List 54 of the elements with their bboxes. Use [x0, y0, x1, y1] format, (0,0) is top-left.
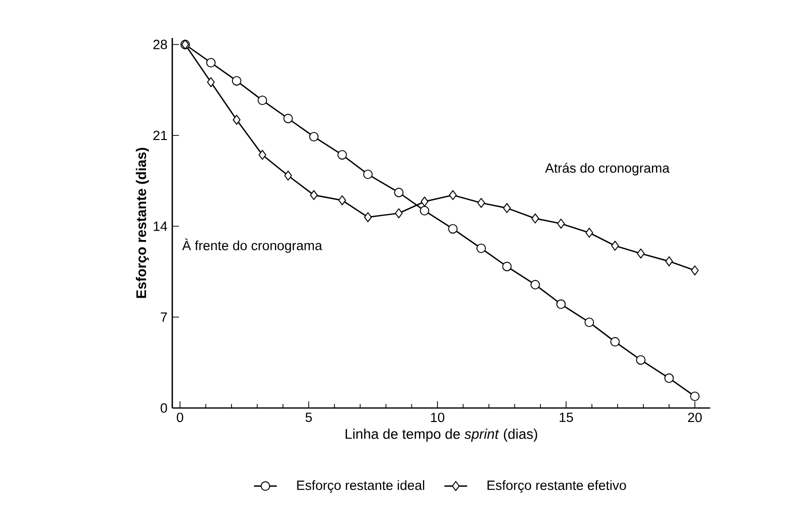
point	[337, 150, 347, 160]
y-tick-label: 28	[153, 40, 167, 50]
point	[557, 218, 565, 229]
point	[232, 114, 241, 125]
legend-label: Esforço restante efetivo	[488, 480, 626, 493]
x-tick-label: 20	[688, 412, 702, 422]
point	[476, 244, 486, 254]
y-axis-title: Esforço restante (dias)	[136, 148, 149, 298]
point	[690, 392, 700, 402]
legend-label: Esforço restante ideal	[297, 480, 424, 493]
y-tick-label: 14	[154, 222, 168, 231]
y-tick-label: 0	[160, 403, 168, 413]
point	[394, 208, 403, 218]
point	[258, 150, 266, 160]
point	[420, 206, 430, 216]
point	[636, 248, 645, 259]
point	[556, 299, 566, 309]
point	[665, 256, 673, 266]
x-axis-title: Linha de tempo de sprint (dias)	[346, 428, 538, 442]
point	[232, 76, 242, 86]
point	[664, 373, 674, 383]
point	[309, 132, 319, 142]
point	[206, 58, 216, 68]
point	[636, 355, 646, 365]
x-tick-label: 10	[431, 412, 444, 422]
y-tick-label: 21	[153, 130, 167, 140]
annotation: Atrás do cronograma	[545, 162, 670, 176]
x-tick-label: 5	[306, 412, 312, 422]
point	[207, 77, 215, 88]
point	[310, 190, 318, 200]
point	[610, 337, 620, 347]
point	[363, 170, 373, 180]
point	[477, 198, 486, 208]
point	[283, 114, 293, 124]
y-tick-label: 7	[160, 312, 167, 322]
point	[531, 213, 540, 224]
point	[448, 190, 457, 200]
x-tick-label: 15	[560, 412, 573, 422]
point	[284, 170, 292, 181]
point	[502, 262, 512, 272]
point	[338, 195, 346, 206]
point	[364, 212, 372, 222]
point	[448, 224, 458, 234]
point	[585, 228, 594, 238]
point	[611, 240, 619, 251]
annotation: À frente do cronograma	[182, 238, 322, 253]
point	[530, 280, 540, 290]
point	[420, 196, 428, 207]
x-tick-label: 0	[176, 412, 184, 422]
point	[584, 318, 594, 328]
point	[503, 203, 511, 214]
point	[394, 188, 404, 198]
point	[258, 96, 268, 106]
point	[690, 265, 699, 276]
